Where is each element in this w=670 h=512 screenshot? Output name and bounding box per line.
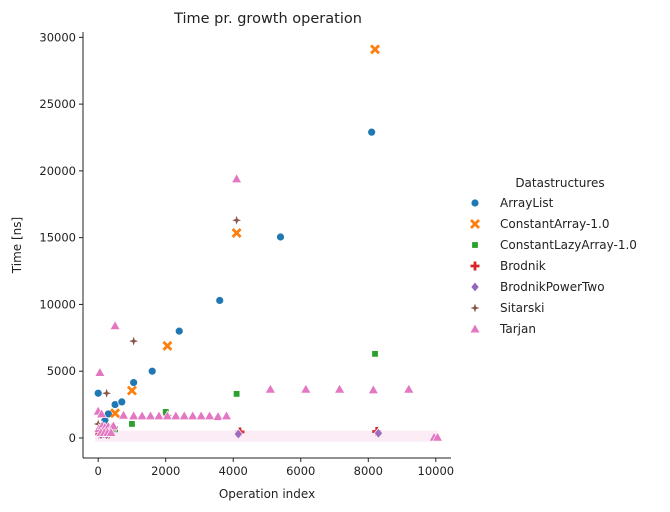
data-point xyxy=(129,336,139,346)
data-point xyxy=(128,420,136,428)
data-point xyxy=(367,127,377,137)
data-point xyxy=(105,427,117,437)
data-point xyxy=(117,409,130,420)
legend-label: ConstantLazyArray-1.0 xyxy=(500,238,637,252)
legend-marker xyxy=(470,261,480,271)
data-point xyxy=(367,384,379,394)
plot-area xyxy=(92,44,444,442)
data-point xyxy=(153,410,165,421)
legend-label: Brodnik xyxy=(500,259,546,273)
legend-label: Sitarski xyxy=(500,301,544,315)
data-point xyxy=(129,378,139,387)
data-point xyxy=(187,410,199,421)
x-tick-label: 6000 xyxy=(286,464,315,478)
data-point xyxy=(170,410,182,421)
data-point xyxy=(162,340,173,351)
data-point xyxy=(232,390,241,398)
data-point xyxy=(93,419,103,429)
legend-label: ConstantArray-1.0 xyxy=(500,217,609,231)
y-tick-label: 5000 xyxy=(47,364,76,378)
legend-item: Sitarski xyxy=(470,301,544,315)
legend-marker xyxy=(471,241,479,249)
legend-title: Datastructures xyxy=(515,176,604,190)
data-point xyxy=(96,408,108,419)
x-tick-label: 0 xyxy=(95,464,102,478)
legend-item: ArrayList xyxy=(470,196,554,210)
legend-label: BrodnikPowerTwo xyxy=(500,280,605,294)
y-tick-label: 30000 xyxy=(39,30,76,44)
data-point xyxy=(147,366,157,376)
axes: 0 2000 4000 6000 8000 10000 0 5000 10000 15000 200… xyxy=(39,30,454,478)
data-point xyxy=(110,408,121,419)
data-point xyxy=(94,366,106,377)
data-point xyxy=(231,173,243,183)
data-point xyxy=(174,326,184,336)
legend-label: ArrayList xyxy=(500,196,554,210)
data-point xyxy=(161,410,173,421)
legend-marker xyxy=(470,219,480,229)
y-tick-label: 25000 xyxy=(39,97,76,111)
legend-item: Tarjan xyxy=(469,322,536,336)
legend-marker xyxy=(470,281,480,293)
data-point xyxy=(231,227,242,238)
data-point xyxy=(212,410,224,421)
data-point xyxy=(117,397,127,407)
y-tick-label: 20000 xyxy=(39,164,76,178)
legend-item: ConstantLazyArray-1.0 xyxy=(471,238,637,252)
data-point xyxy=(215,296,225,305)
data-point xyxy=(204,410,216,421)
series-tarjan xyxy=(92,173,444,442)
y-tick-label: 15000 xyxy=(39,231,76,245)
legend-item: Brodnik xyxy=(470,259,546,273)
data-point xyxy=(195,410,207,421)
data-point xyxy=(220,410,233,421)
x-tick-label: 4000 xyxy=(219,464,248,478)
legend-marker xyxy=(470,303,480,313)
data-point xyxy=(102,388,112,398)
chart-title: Time pr. growth operation xyxy=(173,11,362,27)
data-point xyxy=(334,383,346,394)
data-point xyxy=(233,428,244,440)
data-point xyxy=(109,320,121,330)
data-point xyxy=(136,410,148,421)
y-tick-label: 10000 xyxy=(39,297,76,311)
data-point xyxy=(145,410,157,421)
data-point xyxy=(370,44,381,55)
data-point xyxy=(126,385,137,396)
series-arraylist xyxy=(93,127,377,432)
x-tick-label: 2000 xyxy=(151,464,180,478)
data-point xyxy=(403,383,415,394)
x-tick-label: 8000 xyxy=(354,464,383,478)
legend-item: BrodnikPowerTwo xyxy=(470,280,605,294)
x-tick-label: 10000 xyxy=(418,464,455,478)
data-point xyxy=(128,410,140,421)
data-point xyxy=(232,215,242,225)
data-point xyxy=(431,431,444,442)
y-axis-label: Time [ns] xyxy=(10,217,24,274)
legend-marker xyxy=(469,323,481,334)
legend-marker xyxy=(470,198,480,208)
dense-band xyxy=(95,430,439,442)
data-point xyxy=(300,383,312,394)
data-point xyxy=(371,350,379,358)
data-point xyxy=(264,383,276,394)
legend-label: Tarjan xyxy=(499,322,536,336)
y-tick-label: 0 xyxy=(69,431,76,445)
x-axis-label: Operation index xyxy=(219,487,315,501)
series-constantarray-1-0 xyxy=(96,44,381,433)
data-point xyxy=(178,410,190,421)
data-point xyxy=(373,427,384,439)
legend-item: ConstantArray-1.0 xyxy=(470,217,609,231)
legend: Datastructures ArrayList ConstantArray-1.… xyxy=(469,176,637,336)
data-point xyxy=(276,232,285,242)
data-point xyxy=(93,388,103,398)
